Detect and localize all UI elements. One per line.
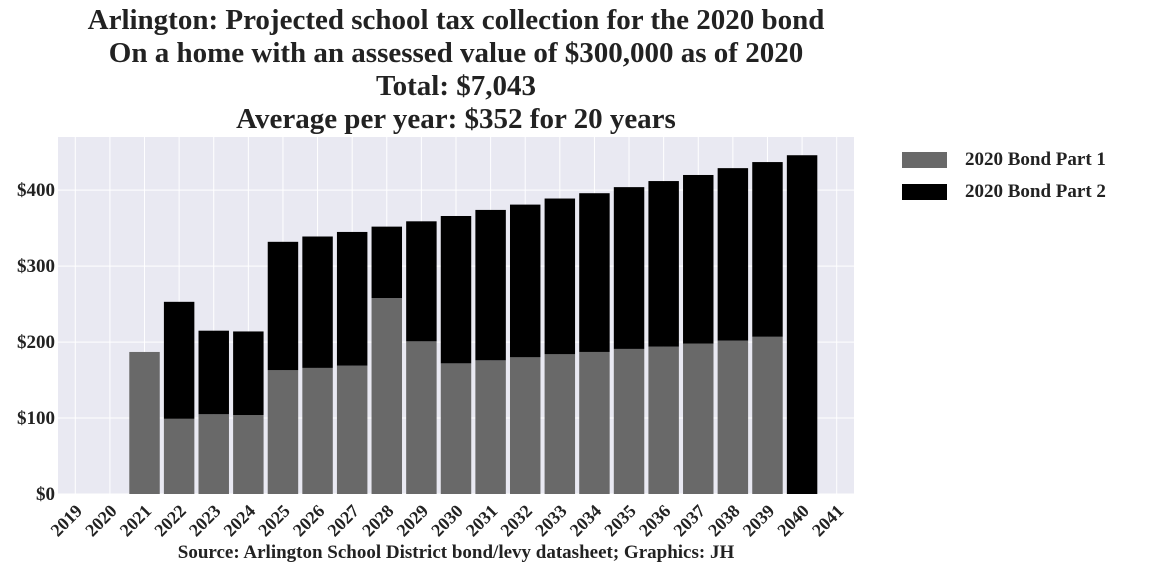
x-tick-label: 2025 — [254, 501, 294, 541]
x-tick-label: 2029 — [393, 501, 433, 541]
bar-2024-series-1 — [233, 415, 264, 494]
x-tick-label: 2024 — [220, 501, 260, 541]
bar-2023-series-1 — [198, 414, 229, 494]
x-tick-label: 2039 — [739, 501, 779, 541]
title-line-4: Average per year: $352 for 20 years — [236, 103, 676, 135]
bar-2040-series-2 — [786, 155, 818, 494]
x-tick-label: 2036 — [635, 501, 675, 541]
legend-label-part-1: 2020 Bond Part 1 — [965, 149, 1106, 170]
y-tick-label: $0 — [36, 484, 55, 505]
bar-2021-series-1 — [129, 351, 160, 494]
legend-item-part-1: 2020 Bond Part 1 — [902, 144, 1106, 176]
x-tick-label: 2040 — [773, 501, 813, 541]
bar-2035-series-2 — [613, 187, 645, 349]
bar-2025-series-1 — [267, 370, 299, 494]
bar-2022-series-2 — [163, 301, 195, 419]
x-tick-label: 2038 — [704, 501, 744, 541]
y-tick-label: $300 — [17, 256, 55, 277]
x-tick-label: 2020 — [81, 501, 121, 541]
bar-2034-series-2 — [579, 193, 610, 352]
bar-2034-series-1 — [579, 351, 610, 494]
legend-swatch-part-2 — [902, 184, 947, 200]
x-tick-label: 2031 — [462, 501, 502, 541]
bar-2027-series-2 — [336, 231, 368, 366]
source-note: Source: Arlington School District bond/l… — [177, 542, 735, 563]
y-tick-label: $400 — [17, 180, 55, 201]
bar-2027-series-1 — [336, 365, 368, 494]
bar-2036-series-2 — [648, 181, 679, 347]
bar-2028-series-2 — [371, 226, 403, 299]
x-tick-label: 2030 — [427, 501, 467, 541]
title-line-1: Arlington: Projected school tax collecti… — [87, 4, 825, 36]
bar-2024-series-2 — [233, 331, 264, 416]
legend-item-part-2: 2020 Bond Part 2 — [902, 176, 1106, 208]
x-tick-label: 2032 — [496, 501, 536, 541]
bar-2033-series-2 — [544, 198, 576, 355]
bar-2039-series-1 — [752, 336, 783, 494]
bar-2035-series-1 — [613, 348, 645, 494]
title-line-3: Total: $7,043 — [375, 70, 537, 102]
x-tick-label: 2019 — [47, 501, 87, 541]
x-tick-label: 2035 — [600, 501, 640, 541]
bar-2026-series-2 — [302, 236, 333, 368]
bar-2032-series-1 — [509, 357, 541, 494]
x-tick-label: 2037 — [669, 501, 709, 541]
x-tick-label: 2033 — [531, 501, 571, 541]
bar-2037-series-2 — [683, 174, 714, 344]
bar-2033-series-1 — [544, 354, 576, 494]
bar-2032-series-2 — [509, 204, 541, 358]
chart-title: Arlington: Projected school tax collecti… — [0, 4, 912, 136]
x-tick-label: 2022 — [150, 501, 190, 541]
legend-swatch-part-1 — [902, 152, 947, 168]
x-tick-label: 2026 — [289, 501, 329, 541]
x-tick-label: 2041 — [808, 501, 848, 541]
title-line-2: On a home with an assessed value of $300… — [108, 37, 804, 69]
x-tick-label: 2027 — [323, 501, 363, 541]
y-tick-label: $100 — [17, 408, 55, 429]
bar-2026-series-1 — [302, 367, 333, 494]
legend-label-part-2: 2020 Bond Part 2 — [965, 181, 1106, 202]
bar-2030-series-1 — [440, 363, 472, 494]
x-tick-label: 2028 — [358, 501, 398, 541]
bar-2036-series-1 — [648, 346, 679, 494]
x-tick-label: 2023 — [185, 501, 225, 541]
legend: 2020 Bond Part 1 2020 Bond Part 2 — [902, 144, 1106, 208]
bar-2030-series-2 — [440, 215, 472, 364]
bar-2028-series-1 — [371, 298, 403, 494]
bar-2029-series-2 — [406, 221, 437, 342]
bar-2029-series-1 — [406, 341, 437, 494]
bar-2025-series-2 — [267, 241, 299, 371]
bar-2031-series-2 — [475, 209, 506, 361]
bar-2037-series-1 — [683, 343, 714, 494]
bar-2039-series-2 — [752, 162, 783, 337]
y-tick-label: $200 — [17, 332, 55, 353]
bar-2023-series-2 — [198, 330, 229, 415]
x-tick-label: 2021 — [116, 501, 156, 541]
x-tick-label: 2034 — [566, 501, 606, 541]
bar-2038-series-1 — [717, 340, 749, 494]
bar-2038-series-2 — [717, 168, 749, 341]
bar-2022-series-1 — [163, 418, 195, 494]
bar-2031-series-1 — [475, 360, 506, 494]
